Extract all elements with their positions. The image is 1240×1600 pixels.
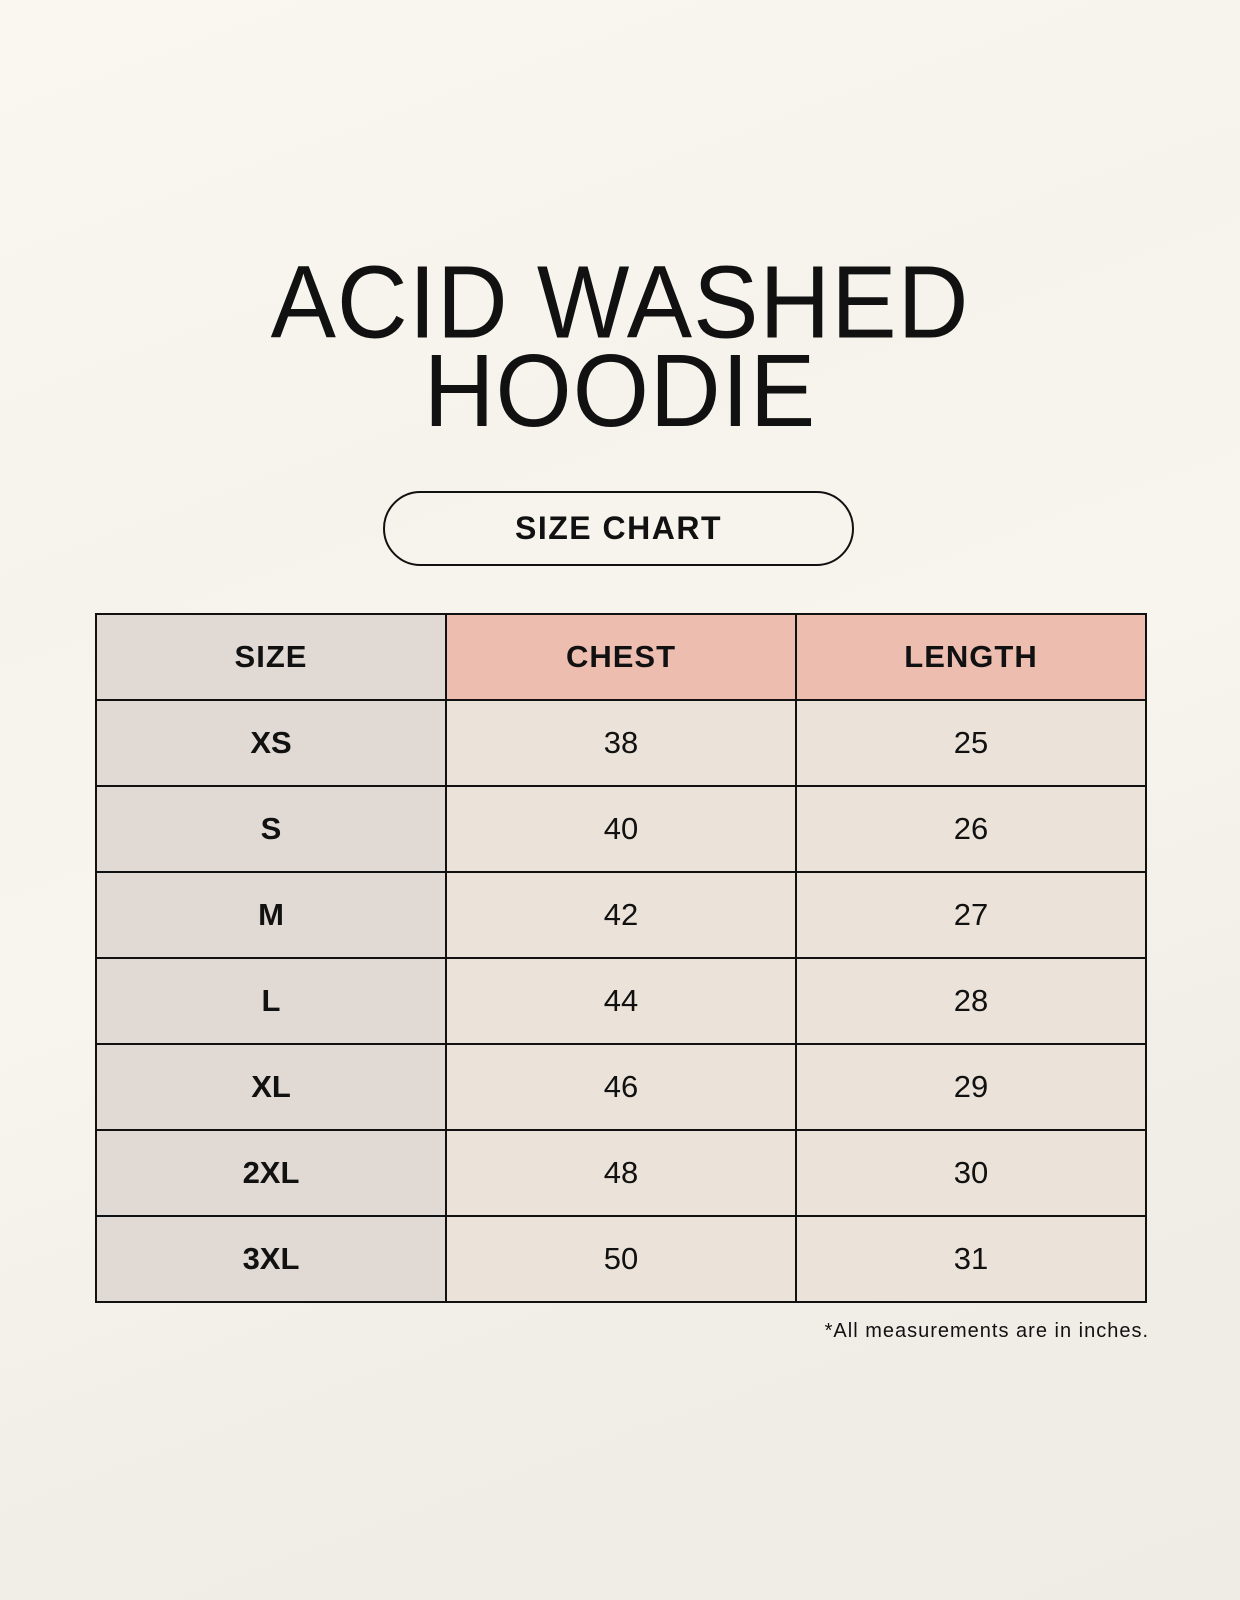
header-chest: CHEST <box>445 613 797 701</box>
cell-length: 29 <box>795 1043 1147 1131</box>
cell-chest: 50 <box>445 1215 797 1303</box>
table-row: 2XL 48 30 <box>95 1129 1147 1217</box>
cell-size: L <box>95 957 447 1045</box>
cell-length: 27 <box>795 871 1147 959</box>
cell-length: 30 <box>795 1129 1147 1217</box>
cell-chest: 44 <box>445 957 797 1045</box>
page-title: ACID WASHED HOODIE <box>0 244 1240 448</box>
cell-size: XL <box>95 1043 447 1131</box>
title-line-1: ACID WASHED <box>270 244 970 360</box>
cell-chest: 38 <box>445 699 797 787</box>
table-row: L 44 28 <box>95 957 1147 1045</box>
cell-size: 2XL <box>95 1129 447 1217</box>
size-table: SIZE CHEST LENGTH XS 38 25 S 40 26 M 42 27 L 44 28 X… <box>95 613 1147 1303</box>
cell-size: XS <box>95 699 447 787</box>
cell-length: 28 <box>795 957 1147 1045</box>
cell-size: M <box>95 871 447 959</box>
table-row: XS 38 25 <box>95 699 1147 787</box>
cell-length: 31 <box>795 1215 1147 1303</box>
table-row: 3XL 50 31 <box>95 1215 1147 1303</box>
table-row: XL 46 29 <box>95 1043 1147 1131</box>
cell-chest: 42 <box>445 871 797 959</box>
footnote: *All measurements are in inches. <box>824 1320 1149 1342</box>
cell-length: 26 <box>795 785 1147 873</box>
header-length: LENGTH <box>795 613 1147 701</box>
header-size: SIZE <box>95 613 447 701</box>
cell-size: S <box>95 785 447 873</box>
table-header-row: SIZE CHEST LENGTH <box>95 613 1147 701</box>
cell-chest: 40 <box>445 785 797 873</box>
size-chart-label: SIZE CHART <box>383 491 854 566</box>
table-row: M 42 27 <box>95 871 1147 959</box>
table-row: S 40 26 <box>95 785 1147 873</box>
cell-size: 3XL <box>95 1215 447 1303</box>
cell-chest: 48 <box>445 1129 797 1217</box>
cell-chest: 46 <box>445 1043 797 1131</box>
title-line-2: HOODIE <box>423 332 817 448</box>
cell-length: 25 <box>795 699 1147 787</box>
